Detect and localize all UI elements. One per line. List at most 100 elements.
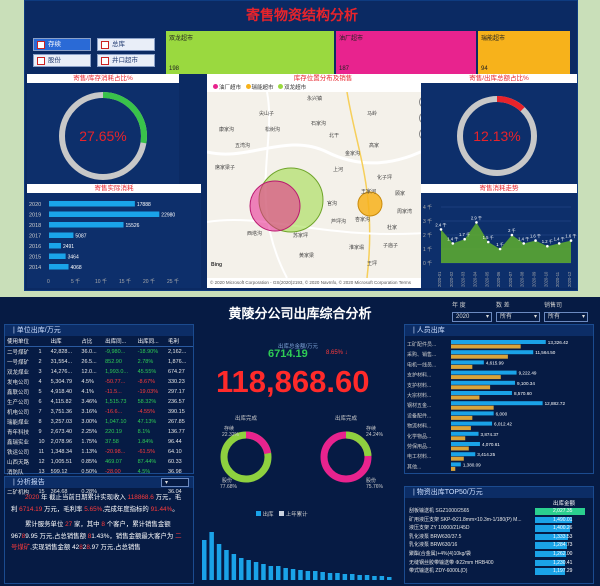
top50-row[interactable]: 聚酯(合金属)+4%(4)10kg/袋 1,262.00 [407,550,591,559]
table-header[interactable]: 出库 [48,336,80,347]
table-row[interactable]: 二矿机构 15 364.68 0.28% 36.04 [5,487,193,497]
table-header[interactable] [36,336,49,347]
map-attribution: © 2020 Microsoft Corporation - GS(2020)2… [210,280,411,285]
chevron-down-icon: ▾ [485,314,489,320]
table-header[interactable]: 使用单位 [5,336,37,347]
filter-bar: 年 度 数 差 销售司 2020 ▾ 所有 ▾ 所有 ▾ [452,300,590,326]
column-bar [224,550,229,580]
top50-row[interactable]: 无缝钢丝胶带输送带 Φ22mm HRB400 1,230.41 [407,559,591,568]
table-row[interactable]: 鑫联公司 5 4,918.40 4.1% -11.5... -19.03% 297.17 [5,387,193,397]
table-row[interactable]: 双龙煤业 3 14,276... 12.0... 1,993.0... 45.55% 674… [5,367,193,377]
table-row[interactable]: 山西天路 12 1,005.51 0.85% 469.07 87.44% 60.33 [5,457,193,467]
trend-point [534,239,537,242]
table-row[interactable]: 鑫瑞实业 10 2,078.96 1.75% 37.58 1.84% 96.44 [5,437,193,447]
person-label: 物流材料... [407,423,431,430]
table-cell: 生产公司 [7,400,30,406]
table-header[interactable]: 出库同... [103,336,136,347]
table-cell: 1.84% [137,439,154,445]
table-header[interactable]: 出库同... [135,336,166,347]
top50-value: 2,027.35 [553,508,573,514]
trend-point [510,233,514,237]
table-row[interactable]: 青年科技 9 2,673.40 2.25% 220.19 8.1% 136.77 [5,427,193,437]
column-bar [364,575,370,580]
column-bar [357,575,362,580]
table-row[interactable]: 消防队 13 599.12 0.50% -28.00 4.5% 36.98 [5,467,193,477]
type-select[interactable]: 所有 ▾ [496,312,540,322]
top50-row[interactable]: 刮板输送机 SGZ1000/2565 2,027.35 [407,507,591,516]
prior-bar [451,395,480,400]
person-value-label: 8,570.60 [514,391,532,396]
legend-dot [245,84,251,89]
table-cell: 36.98 [167,469,182,475]
year-label: 2016 [29,244,41,250]
treemap-cell-ruineng[interactable]: 瑞能超市 94 [478,31,570,74]
column-bar [216,544,222,580]
treemap-cell-youchang[interactable]: 油厂超市 187 [336,31,476,74]
table-row[interactable]: 生产公司 6 4,115.82 3.46% 1,515.73 58.32% 236.57 [5,397,193,407]
table-cell: -28.00 [105,469,121,475]
table-row[interactable]: 瑞能煤业 8 3,257.03 3.00% 1,047.10 47.13% 267.85 [5,417,193,427]
table-cell: 3,257.03 [50,419,73,425]
table-cell: 机电公司 [7,410,30,416]
consume-bar [49,201,135,207]
map-canvas[interactable]: 永兴镇 尖山子 石家沟 康家沟 松树沟 马岭 五湾沟 北干 高家 金家沟 席家梁… [207,92,439,278]
prior-bar [451,364,473,369]
top50-row[interactable]: 液压支架 ZY 10000/21/45D 1,400.26 [407,524,591,533]
treemap-cell-shuanglong[interactable]: 双龙超市 198 [166,31,334,74]
year-select[interactable]: 2020 ▾ [452,312,492,322]
table-cell: 64.10 [167,449,182,455]
top50-value: 1,333.53 [553,533,573,540]
table-cell: 58.32% [137,399,157,405]
top50-item-name: 聚酯(合金属)+4%(4)10kg/袋 [409,550,471,557]
trend-point [569,239,573,242]
sales-select[interactable]: 所有 ▾ [544,312,588,322]
scope-button-main-store[interactable]: 总库 [97,38,155,51]
table-row[interactable]: 二号煤矿 1 42,828... 36.0... -9,980... -18.90% 2,1… [5,347,193,358]
table-cell: -8.67% [137,379,156,385]
analysis-section: | 分析报告 ▾ 2020 年 截止当前日期累计实现收入 118868.6 万元… [4,476,194,584]
bubble-ruineng[interactable] [357,191,383,217]
outbound-ratio-value: 12.13% [473,128,520,144]
axis-tick-label: 15 千 [119,278,131,285]
table-cell: 6 [38,399,42,405]
table-row[interactable]: 一号煤矿 2 31,554... 26.5... 852.90 2.78% 1,876... [5,357,193,367]
donut1-b-pct: 77.68% [220,484,238,490]
outbound-dashboard: 黄陵分公司出库综合分析 年 度 数 差 销售司 2020 ▾ 所有 ▾ 所有 ▾… [0,297,600,586]
top50-bar [535,516,572,524]
scope-button-wellhead-market[interactable]: 井口超市 [97,54,155,67]
map-roads [207,92,439,278]
table-cell: 42,828... [50,349,73,355]
month-label: 2020-07 [508,271,513,287]
top50-col-header: 出库金额 [552,501,575,507]
table-header[interactable]: 毛利 [165,336,193,347]
top50-row[interactable]: 带式输送机 ZDY-6000L(D) 1,197.29 [407,567,591,576]
table-row[interactable]: 机电公司 7 3,751.36 3.16% -16.6... -4.55% 390.15 [5,407,193,417]
top50-item-name: 乳化液泵 BRW630/37.5 [409,533,462,540]
table-header[interactable]: 占比 [79,336,104,347]
table-cell: 87.44% [137,459,157,465]
person-label: 钢材五金... [407,402,431,409]
top50-item-name: 液压支架 ZY 10000/21/45D [409,525,470,532]
consume-bar [49,264,69,270]
scope-button-shares[interactable]: 股份 [33,54,91,67]
outbound-bar [451,442,480,446]
legend-dot [213,84,218,89]
sub-caption: 出库总金额/万元 [277,344,319,350]
consume-bar [49,232,74,238]
supermarket-treemap: 双龙超市 198 油厂超市 187 瑞能超市 94 [166,31,570,74]
table-row[interactable]: 发电公司 4 5,304.79 4.5% -50.77... -8.67% 330.23 [5,377,193,387]
top50-row[interactable]: 乳化液泵 BRW630/37.5 1,333.53 [407,533,591,542]
table-cell: 96.44 [167,439,182,445]
outbound-bar [451,391,512,395]
person-value-label: 4,070.61 [482,442,500,447]
table-cell: 45.55% [137,369,157,375]
table-row[interactable]: 铁运公司 11 1,348.34 1.13% -20.98... -61.5% 64.10 [5,447,193,457]
top50-row[interactable]: 矿用液压支架 SKP-Φ21.8mm×10.3m-1/180(P) M... 1,… [407,516,591,525]
scope-button-existing[interactable]: 存续 [33,38,91,51]
top50-row[interactable]: 乳化液泵 BRW630/16 1,284.73 [407,541,591,550]
table-cell: 1,348.34 [50,449,73,455]
bubble-youchang[interactable] [249,180,301,232]
analysis-select[interactable]: ▾ [161,478,189,487]
top50-bar [535,533,569,541]
table-cell: 2.78% [137,359,154,365]
